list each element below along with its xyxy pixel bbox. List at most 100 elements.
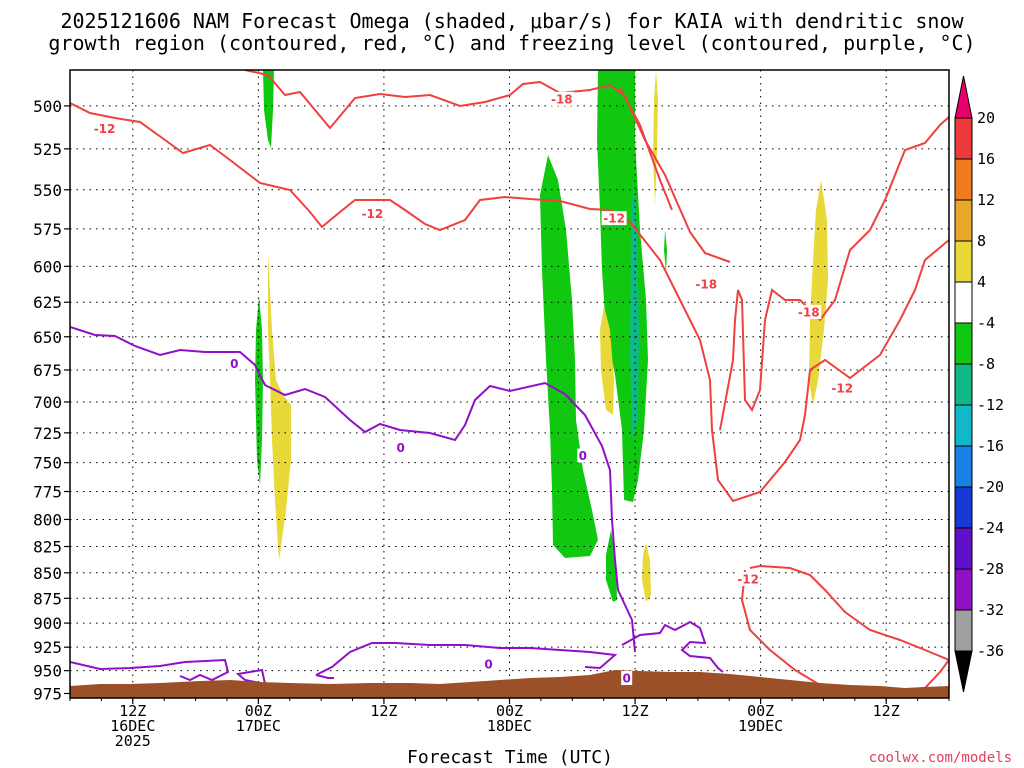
y-tick-label: 775	[33, 483, 62, 502]
x-tick-label: 12Z	[873, 702, 900, 720]
contour-label-background	[228, 356, 240, 371]
x-tick-label: 19DEC	[738, 717, 783, 735]
omega-region	[664, 230, 667, 272]
terrain	[70, 670, 949, 698]
colorbar-segment	[954, 486, 973, 529]
colorbar-segment	[954, 281, 973, 324]
x-tick-label: 00Z	[496, 702, 523, 720]
temperature-contour	[70, 102, 949, 503]
x-tick-label: 12Z	[622, 702, 649, 720]
y-tick-label: 750	[33, 454, 62, 473]
contour-label: -12	[737, 572, 759, 586]
contour-label-background	[359, 206, 385, 221]
contour-labels: -12 -12 -18 -12 -18 -18 -12 -12 0 0 0 0 0	[92, 91, 855, 686]
x-tick-label: 00Z	[245, 702, 272, 720]
omega-region	[597, 70, 648, 502]
contour-label-background	[601, 211, 627, 226]
colorbar-label: 4	[977, 273, 986, 291]
colorbar-label: 8	[977, 232, 986, 250]
colorbar-bottom-arrow	[954, 650, 973, 693]
contour-label-background	[92, 121, 118, 136]
colorbar-label: -16	[977, 437, 1004, 455]
temperature-contour	[244, 70, 731, 263]
temperature-contour	[749, 564, 949, 661]
y-tick-label: 850	[33, 564, 62, 583]
colorbar-label: -4	[977, 314, 995, 332]
x-tick-label: 00Z	[747, 702, 774, 720]
colorbar-label: 20	[977, 109, 995, 127]
contour-label: -12	[362, 207, 384, 221]
y-tick-label: 500	[33, 97, 62, 116]
x-axis-title: Forecast Time (UTC)	[407, 747, 613, 768]
temperature-contour	[719, 116, 949, 431]
omega-region	[600, 306, 614, 415]
colorbar-label: -24	[977, 519, 1004, 537]
colorbar-label: 12	[977, 191, 995, 209]
colorbar-segment	[954, 240, 973, 283]
omega-region	[540, 155, 598, 558]
y-tick-label: 600	[33, 257, 62, 276]
contour-label-background	[577, 448, 589, 463]
colorbar-label: -32	[977, 601, 1004, 619]
colorbar-segment	[954, 363, 973, 406]
contour-label: -18	[551, 92, 573, 106]
omega-region	[606, 530, 617, 602]
freezing-level-contour	[621, 620, 724, 673]
contour-label-background	[483, 657, 495, 672]
colorbar: 20 16 12 8 4 -4 -8 -12 -16 -20 -24 -28 -32 -36	[954, 75, 1004, 693]
x-tick-label: 17DEC	[236, 717, 281, 735]
omega-region	[809, 180, 828, 405]
colorbar-segment	[954, 322, 973, 365]
contour-label: 0	[484, 658, 492, 672]
y-tick-label: 900	[33, 614, 62, 633]
x-tick-label: 18DEC	[487, 717, 532, 735]
temperature-contour	[619, 87, 673, 211]
chart-title-line-1: 2025121606 NAM Forecast Omega (shaded, μ…	[60, 9, 964, 33]
omega-shading	[255, 70, 828, 602]
contour-label-background	[549, 91, 575, 106]
contour-label-background	[395, 440, 407, 455]
colorbar-label: -28	[977, 560, 1004, 578]
freezing-level-contour	[315, 642, 618, 676]
y-axis: 500 525 550 575 600 625 650 675 700 725 750 775 800 8…	[33, 97, 70, 703]
y-tick-label: 925	[33, 638, 62, 657]
y-tick-label: 825	[33, 538, 62, 557]
x-tick-label: 12Z	[370, 702, 397, 720]
contour-label-background	[796, 305, 822, 320]
colorbar-segment	[954, 445, 973, 488]
y-tick-label: 550	[33, 181, 62, 200]
colorbar-segment	[954, 117, 973, 160]
colorbar-label: -12	[977, 396, 1004, 414]
contour-label: 0	[396, 441, 404, 455]
omega-region	[630, 180, 639, 440]
omega-region	[263, 70, 274, 148]
y-tick-label: 700	[33, 393, 62, 412]
colorbar-segment	[954, 609, 973, 652]
colorbar-segment	[954, 158, 973, 201]
contour-label: -12	[94, 122, 116, 136]
omega-region	[255, 296, 263, 485]
contours	[70, 70, 949, 691]
y-tick-label: 725	[33, 424, 62, 443]
contour-label: -12	[831, 382, 853, 396]
colorbar-segment	[954, 404, 973, 447]
colorbar-label: -20	[977, 478, 1004, 496]
y-tick-label: 625	[33, 293, 62, 312]
credit-text: coolwx.com/models	[869, 750, 1012, 766]
y-tick-label: 800	[33, 510, 62, 529]
contour-label: -18	[798, 306, 820, 320]
contour-label: -12	[603, 212, 625, 226]
omega-region	[268, 252, 291, 560]
contour-label: 0	[579, 449, 587, 463]
omega-region	[642, 543, 651, 602]
contour-label-background	[693, 276, 719, 291]
contour-label: 0	[623, 672, 631, 686]
contour-label-background	[829, 381, 855, 396]
colorbar-segment	[954, 199, 973, 242]
y-tick-label: 975	[33, 684, 62, 703]
omega-region	[653, 70, 658, 205]
freezing-level-contour	[315, 674, 334, 679]
freezing-level-contour	[70, 326, 636, 653]
colorbar-segment	[954, 568, 973, 611]
